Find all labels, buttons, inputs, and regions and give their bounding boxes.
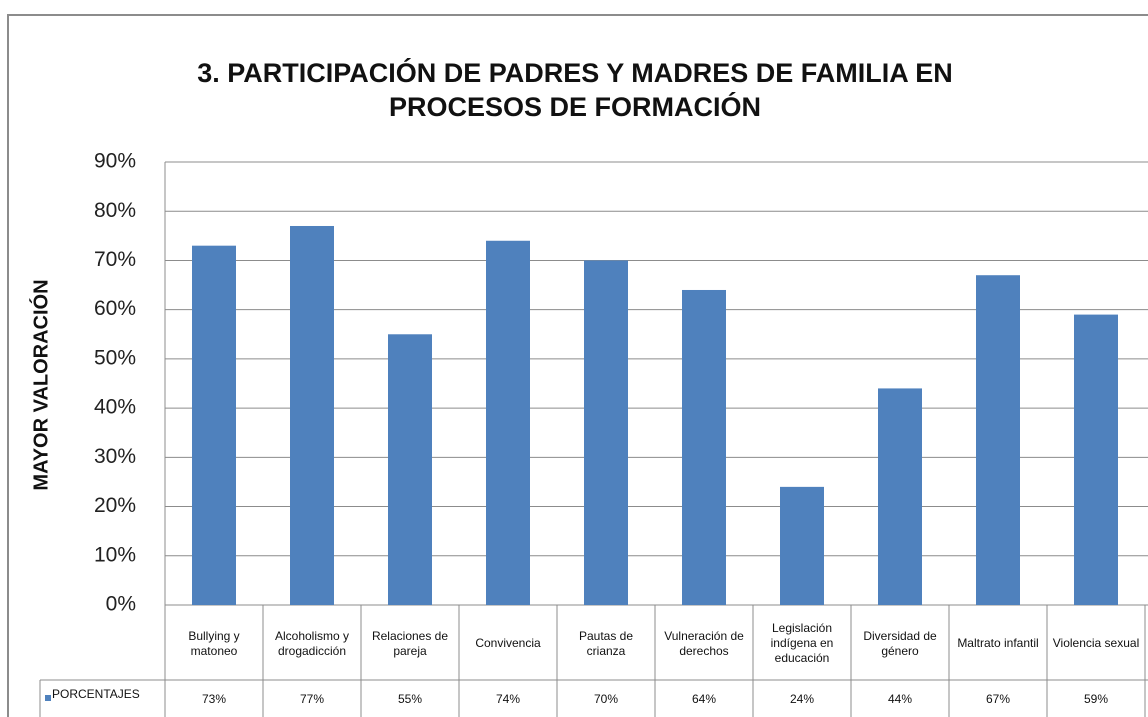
y-tick-label: 10% [94,543,136,566]
bar [584,260,628,605]
value-label: 55% [397,691,423,706]
y-tick-label: 30% [94,445,136,468]
value-label: 64% [691,691,717,706]
bar [388,334,432,605]
bar [1074,314,1118,605]
value-label: 77% [299,691,325,706]
value-label: 67% [985,691,1011,706]
y-axis-label: MAYOR VALORACIÓN [28,279,52,490]
x-tick-label: Bullying y matoneo [188,628,240,658]
bar [192,245,236,605]
bar [878,388,922,605]
chart-title: PROCESOS DE FORMACIÓN [389,91,761,122]
value-label: 59% [1083,691,1109,706]
x-tick-label: Maltrato infantil [957,636,1039,650]
y-tick-label: 90% [94,150,136,173]
y-tick-label: 40% [94,396,136,419]
bar [780,486,824,605]
x-tick-label: Violencia sexual [1052,636,1140,650]
value-label: 74% [495,691,521,706]
x-tick-label: Legislación indígena en educación [770,621,834,665]
y-tick-label: 50% [94,346,136,369]
y-tick-label: 80% [94,199,136,222]
y-tick-label: 20% [94,494,136,517]
x-tick-label: Relaciones de pareja [371,628,449,658]
x-tick-label: Vulneración de derechos [664,628,744,658]
y-tick-label: 0% [106,593,136,616]
x-tick-label: Diversidad de género [863,628,937,658]
x-tick-label: Convivencia [475,636,541,650]
y-tick-label: 70% [94,248,136,271]
value-label: 70% [593,691,619,706]
chart-title: 3. PARTICIPACIÓN DE PADRES Y MADRES DE F… [197,57,953,88]
x-tick-label: Pautas de crianza [578,628,634,658]
bar [682,289,726,605]
value-label: 24% [789,691,815,706]
x-tick-label: Alcoholismo y drogadicción [274,628,350,658]
value-label: 73% [201,691,227,706]
y-tick-label: 60% [94,297,136,320]
bar [976,275,1020,605]
legend-swatch [45,695,51,701]
value-label: 44% [887,691,913,706]
bar [290,225,334,605]
legend-label: PORCENTAJES [52,686,140,701]
frame [7,14,1148,717]
bar [486,240,530,605]
